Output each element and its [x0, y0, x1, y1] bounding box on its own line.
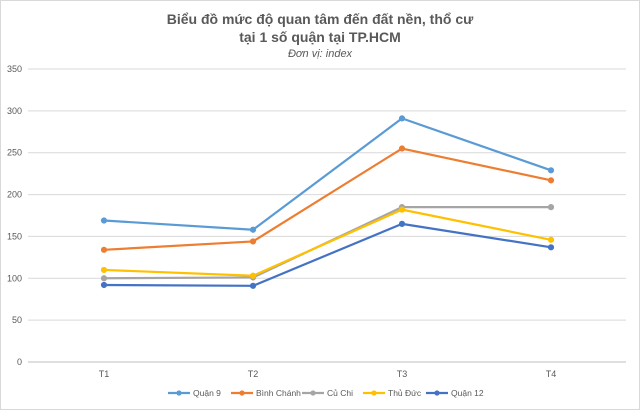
data-point: [547, 204, 555, 211]
y-tick-label: 150: [7, 231, 22, 241]
y-tick-label: 350: [7, 64, 22, 74]
y-tick-label: 0: [17, 357, 22, 367]
legend-label: Quận 12: [451, 388, 484, 398]
data-point: [100, 281, 108, 289]
chart-subtitle: Đơn vị: index: [287, 48, 353, 60]
y-tick-label: 50: [12, 315, 22, 325]
series-line: [102, 208, 553, 277]
series-2: [100, 145, 555, 253]
data-point: [547, 236, 555, 243]
chart-title-line-2: tại 1 số quận tại TP.HCM: [239, 29, 401, 45]
series-line: [102, 147, 553, 251]
data-point: [547, 244, 555, 251]
data-point: [249, 282, 257, 289]
data-point: [249, 226, 257, 233]
data-point: [100, 275, 108, 282]
data-point: [547, 177, 555, 184]
y-axis-ticks: 0 50 100 150 200 250 300 350: [7, 64, 22, 367]
legend-swatch-marker: [239, 390, 245, 396]
data-point: [398, 206, 406, 213]
legend-item: Quận 9: [168, 388, 221, 398]
data-point: [100, 246, 108, 253]
data-point: [398, 145, 406, 152]
legend-item: Củ Chi: [302, 388, 353, 398]
legend-label: Quận 9: [193, 388, 221, 398]
legend-item: Bình Chánh: [231, 388, 301, 398]
data-point: [547, 167, 555, 174]
data-point: [100, 217, 108, 224]
legend-swatch-marker: [176, 390, 182, 396]
x-tick-label: T4: [546, 369, 557, 379]
legend: Quận 9 Bình Chánh Củ Chi Thủ Đức Quận 12: [168, 388, 484, 398]
series-line: [102, 222, 553, 287]
legend-swatch-marker: [371, 390, 377, 396]
series-lines: [100, 115, 555, 289]
y-tick-label: 300: [7, 106, 22, 116]
chart-title-line-1: Biểu đồ mức độ quan tâm đến đất nền, thổ…: [166, 11, 474, 27]
data-point: [249, 272, 257, 279]
legend-item: Thủ Đức: [363, 388, 422, 398]
y-tick-label: 250: [7, 148, 22, 158]
chart-title-block: Biểu đồ mức độ quan tâm đến đất nền, thổ…: [0, 10, 640, 61]
series-line: [102, 117, 553, 231]
data-point: [398, 220, 406, 227]
legend-item: Quận 12: [426, 388, 484, 398]
data-point: [100, 266, 108, 274]
y-tick-label: 200: [7, 190, 22, 200]
x-axis-ticks: T1 T2 T3 T4: [99, 369, 557, 379]
legend-swatch-marker: [434, 390, 440, 396]
legend-label: Thủ Đức: [388, 388, 422, 398]
series-4: [100, 206, 555, 279]
x-tick-label: T2: [248, 369, 259, 379]
x-tick-label: T3: [397, 369, 408, 379]
legend-swatch-marker: [310, 390, 316, 396]
x-tick-label: T1: [99, 369, 110, 379]
data-point: [249, 238, 257, 245]
y-tick-label: 100: [7, 273, 22, 283]
series-5: [100, 220, 555, 289]
legend-label: Bình Chánh: [256, 388, 301, 398]
series-1: [100, 115, 555, 233]
gridlines: [28, 68, 626, 363]
data-point: [398, 115, 406, 122]
legend-label: Củ Chi: [327, 388, 353, 398]
